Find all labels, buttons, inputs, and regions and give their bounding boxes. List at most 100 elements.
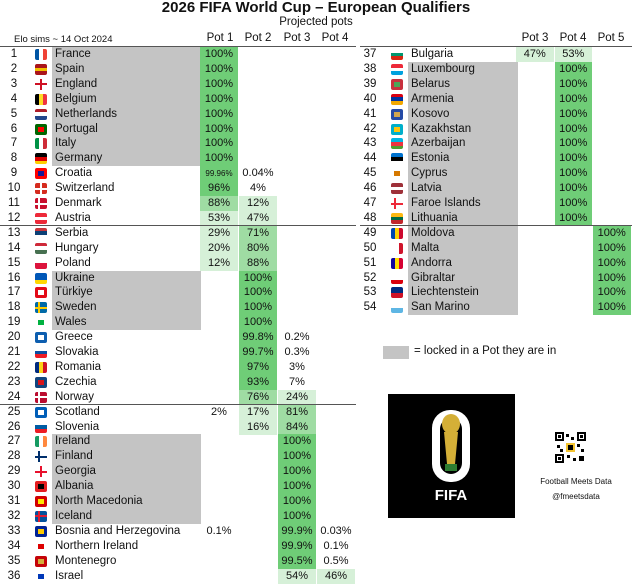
probability-cell bbox=[593, 107, 631, 122]
probability-cell bbox=[200, 479, 238, 494]
team-name: Gibraltar bbox=[408, 270, 518, 286]
probability-cell: 7% bbox=[289, 375, 305, 388]
probability-cell: 47% bbox=[239, 210, 277, 226]
fifa-logo-text: FIFA bbox=[435, 487, 468, 504]
probability-cell bbox=[278, 77, 316, 92]
probability-cell bbox=[516, 122, 554, 137]
probability-cell bbox=[516, 271, 554, 286]
team-name: Switzerland bbox=[55, 182, 115, 195]
header-rule-right bbox=[360, 46, 632, 47]
rank-label: 43 bbox=[363, 137, 377, 150]
probability-cell bbox=[593, 122, 631, 137]
header-pot1-left: Pot 1 bbox=[206, 32, 234, 44]
probability-cell: 100% bbox=[554, 136, 592, 152]
team-name: Poland bbox=[55, 256, 91, 269]
probability-cell bbox=[317, 107, 355, 122]
probability-cell: 0.03% bbox=[320, 524, 352, 537]
probability-cell: 99.9% bbox=[278, 523, 316, 539]
flag-icon bbox=[35, 466, 47, 478]
team-name: Netherlands bbox=[52, 106, 201, 122]
team-name: Albania bbox=[52, 479, 201, 495]
probability-cell bbox=[278, 300, 316, 315]
flag-icon bbox=[35, 63, 47, 75]
team-name: Lithuania bbox=[408, 210, 518, 226]
header-pot5-right: Pot 5 bbox=[597, 32, 625, 44]
team-name: Sweden bbox=[52, 300, 201, 316]
team-name: Bosnia and Herzegovina bbox=[55, 524, 181, 537]
world-cup-logo-graphic: FIFA bbox=[432, 410, 470, 504]
probability-cell: 29% bbox=[200, 225, 238, 241]
probability-cell bbox=[593, 211, 631, 226]
probability-cell bbox=[239, 539, 277, 554]
probability-cell bbox=[317, 62, 355, 77]
flag-icon bbox=[391, 49, 403, 60]
flag-icon bbox=[35, 376, 47, 388]
probability-cell: 100% bbox=[200, 151, 238, 167]
probability-cell: 0.1% bbox=[323, 539, 349, 552]
rank-label: 35 bbox=[7, 554, 21, 567]
probability-cell: 12% bbox=[239, 196, 277, 211]
team-name: Portugal bbox=[52, 121, 201, 137]
rank-label: 45 bbox=[363, 167, 377, 180]
probability-cell: 24% bbox=[278, 389, 316, 405]
flag-icon bbox=[35, 421, 47, 433]
rank-label: 3 bbox=[10, 77, 18, 90]
flag-icon bbox=[391, 183, 403, 195]
team-name: Bulgaria bbox=[411, 48, 454, 60]
probability-cell bbox=[317, 196, 355, 211]
flag-icon bbox=[35, 138, 47, 150]
probability-cell bbox=[200, 285, 238, 300]
team-name: Scotland bbox=[55, 405, 100, 418]
flag-icon bbox=[391, 63, 403, 75]
team-name: Latvia bbox=[408, 181, 518, 197]
flag-icon bbox=[391, 168, 403, 180]
probability-cell bbox=[278, 122, 316, 137]
probability-cell: 88% bbox=[200, 196, 238, 211]
probability-cell: 88% bbox=[239, 255, 277, 271]
probability-cell: 100% bbox=[200, 121, 238, 137]
rank-label: 9 bbox=[10, 167, 18, 180]
probability-cell bbox=[278, 241, 316, 256]
rank-label: 11 bbox=[8, 197, 20, 209]
probability-cell bbox=[317, 300, 355, 315]
probability-cell: 20% bbox=[200, 240, 238, 256]
flag-icon bbox=[391, 123, 403, 135]
probability-cell: 47% bbox=[516, 47, 554, 62]
team-name: Wales bbox=[52, 315, 201, 331]
probability-cell: 46% bbox=[317, 568, 355, 584]
team-name: Croatia bbox=[55, 167, 93, 180]
probability-cell: 100% bbox=[593, 285, 631, 301]
probability-cell: 0.04% bbox=[242, 167, 274, 180]
team-name: Belgium bbox=[52, 91, 201, 107]
probability-cell: 100% bbox=[554, 91, 592, 107]
rank-label: 1 bbox=[10, 48, 18, 60]
probability-cell bbox=[516, 211, 554, 226]
probability-cell bbox=[555, 226, 593, 241]
probability-cell: 2% bbox=[211, 405, 227, 418]
probability-cell bbox=[516, 226, 554, 241]
probability-cell: 76% bbox=[239, 389, 277, 405]
flag-icon bbox=[35, 451, 47, 463]
probability-cell bbox=[200, 360, 238, 375]
probability-cell: 99.9% bbox=[278, 538, 316, 554]
probability-cell bbox=[200, 300, 238, 315]
flag-icon bbox=[35, 510, 47, 522]
team-name: Türkiye bbox=[52, 285, 201, 301]
probability-cell bbox=[239, 136, 277, 151]
rank-label: 46 bbox=[363, 182, 377, 195]
probability-cell: 100% bbox=[278, 508, 316, 524]
probability-cell: 54% bbox=[278, 568, 316, 584]
probability-cell bbox=[593, 196, 631, 211]
rank-label: 23 bbox=[7, 375, 21, 388]
rank-label: 19 bbox=[7, 316, 21, 329]
header-pot3-left: Pot 3 bbox=[283, 32, 311, 44]
flag-icon bbox=[35, 212, 47, 224]
rank-label: 27 bbox=[7, 435, 21, 448]
team-name: Israel bbox=[55, 569, 84, 582]
probability-cell bbox=[593, 136, 631, 151]
flag-icon bbox=[391, 93, 403, 105]
probability-cell: 100% bbox=[200, 76, 238, 92]
rank-label: 48 bbox=[363, 211, 377, 224]
probability-cell: 100% bbox=[278, 494, 316, 509]
probability-cell bbox=[317, 494, 355, 509]
